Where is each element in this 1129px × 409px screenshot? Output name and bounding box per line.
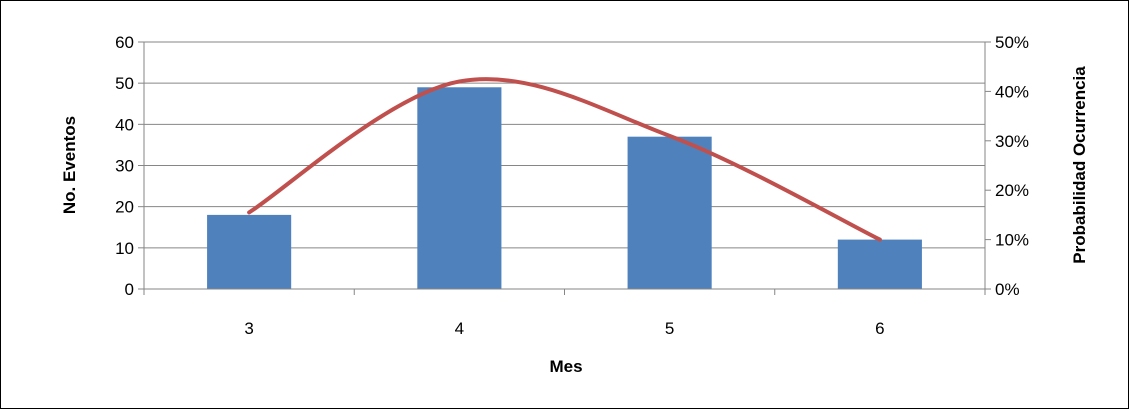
x-axis-title: Mes <box>549 357 582 376</box>
bar <box>417 87 502 290</box>
y-tick-label: 50 <box>115 74 134 93</box>
x-tick-label: 3 <box>244 319 253 338</box>
right-axis-tick-labels: 0% 10% 20% 30% 40% 50% <box>995 33 1029 299</box>
bar-series <box>207 87 922 290</box>
left-axis-tick-labels: 0 10 20 30 40 50 60 <box>115 33 134 299</box>
y-tick-label: 60 <box>115 33 134 52</box>
y2-tick-label: 40% <box>995 82 1029 101</box>
y2-tick-label: 20% <box>995 181 1029 200</box>
y2-tick-label: 0% <box>995 280 1020 299</box>
y-tick-label: 10 <box>115 239 134 258</box>
y-tick-label: 40 <box>115 115 134 134</box>
y2-axis-title: Probabilidad Ocurrencia <box>1070 66 1089 264</box>
y2-tick-label: 10% <box>995 231 1029 250</box>
x-tick-label: 6 <box>875 319 884 338</box>
y2-tick-label: 50% <box>995 33 1029 52</box>
axes <box>138 41 991 295</box>
bar <box>207 214 292 289</box>
bar <box>837 239 922 289</box>
bar <box>627 136 712 289</box>
x-axis-tick-labels: 3 4 5 6 <box>244 319 884 338</box>
y-tick-label: 0 <box>125 280 134 299</box>
y-tick-label: 20 <box>115 198 134 217</box>
x-tick-label: 4 <box>455 319 464 338</box>
line-series <box>247 77 882 242</box>
y-axis-title: No. Eventos <box>60 116 79 214</box>
x-tick-label: 5 <box>665 319 674 338</box>
y2-tick-label: 30% <box>995 132 1029 151</box>
probability-line <box>247 77 882 242</box>
y-tick-label: 30 <box>115 157 134 176</box>
